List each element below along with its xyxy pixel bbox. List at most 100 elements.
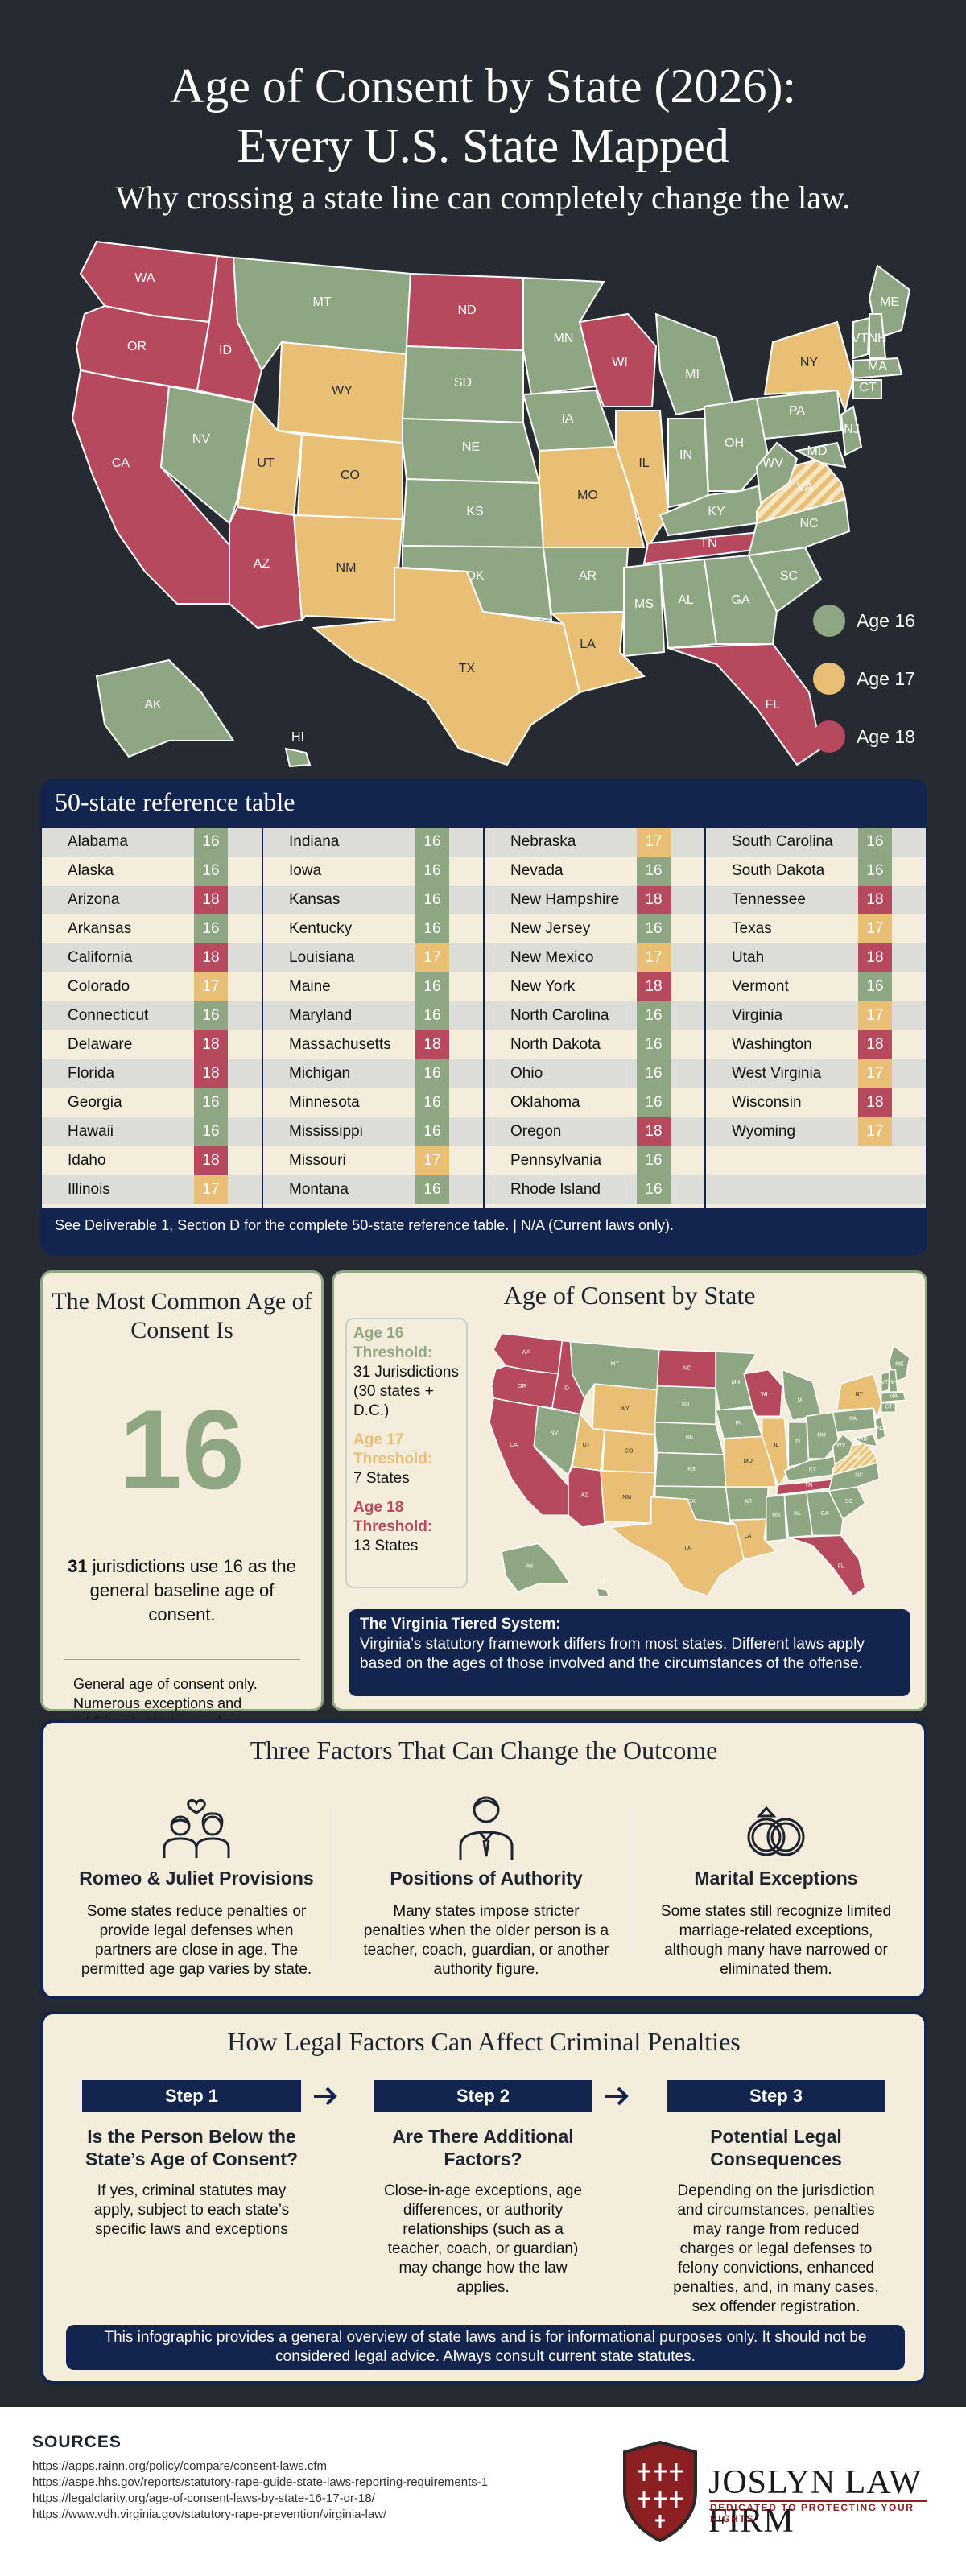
state-name: Tennessee xyxy=(732,891,806,908)
state-hi xyxy=(284,747,312,768)
step-1: Step 1 Is the Person Below the State’s A… xyxy=(82,2080,301,2240)
state-nv xyxy=(159,385,255,525)
state-nj xyxy=(874,1415,886,1442)
state-age-badge: 16 xyxy=(194,1117,228,1146)
table-row: Alabama 16 xyxy=(42,828,262,857)
state-age-badge: 16 xyxy=(415,828,449,857)
shield-icon xyxy=(623,2440,697,2543)
step-3-label: Step 3 xyxy=(667,2080,886,2112)
state-label: GA xyxy=(820,1511,828,1517)
table-row: Missouri 17 xyxy=(263,1146,483,1175)
footer: SOURCES https://apps.rainn.org/policy/co… xyxy=(0,2407,966,2576)
state-label: CT xyxy=(859,381,877,394)
state-name: Virginia xyxy=(732,1007,783,1024)
state-label: CT xyxy=(885,1405,893,1410)
state-wv xyxy=(755,441,799,505)
state-age-badge: 17 xyxy=(858,914,892,943)
state-label: LA xyxy=(580,638,596,651)
state-age-badge: 16 xyxy=(637,1030,671,1059)
source-link[interactable]: https://aspe.hhs.gov/reports/statutory-r… xyxy=(32,2475,489,2489)
state-ut xyxy=(572,1413,605,1472)
common-age-desc: 31 jurisdictions use 16 as the general b… xyxy=(68,1556,296,1624)
state-label: AR xyxy=(579,569,597,583)
state-age-badge: 16 xyxy=(637,1175,671,1204)
state-age-badge: 16 xyxy=(415,1175,449,1204)
table-row: Florida 18 xyxy=(42,1059,262,1088)
state-label: FL xyxy=(766,698,781,712)
state-nj xyxy=(840,405,863,456)
state-age-badge: 17 xyxy=(415,1146,449,1175)
state-label: AL xyxy=(678,593,694,607)
state-age-badge: 16 xyxy=(637,1146,671,1175)
state-label: NE xyxy=(462,440,480,454)
state-age-badge: 17 xyxy=(194,972,228,1001)
table-row: Vermont 16 xyxy=(706,972,926,1001)
state-age-badge: 16 xyxy=(415,857,449,886)
state-name: New Hampshire xyxy=(510,891,620,908)
state-name: Kansas xyxy=(289,891,341,908)
table-row: Delaware 18 xyxy=(42,1030,262,1059)
state-label: IA xyxy=(561,412,573,426)
state-ca xyxy=(71,369,247,605)
state-name: North Dakota xyxy=(510,1036,601,1053)
table-row: Montana 16 xyxy=(263,1175,483,1204)
step-3-desc: Depending on the jurisdiction and circum… xyxy=(673,2182,879,2315)
state-label: PA xyxy=(789,404,805,418)
state-label: IN xyxy=(795,1439,800,1444)
table-row: New Hampshire 18 xyxy=(485,886,704,914)
state-age-badge: 16 xyxy=(637,1001,671,1030)
threshold-17-title: Age 17 Threshold: xyxy=(353,1431,433,1468)
table-row: Hawaii 16 xyxy=(42,1117,262,1146)
state-label: WI xyxy=(612,356,628,369)
state-label: KY xyxy=(708,505,725,518)
state-ca xyxy=(489,1397,577,1516)
state-name: Oklahoma xyxy=(510,1094,580,1111)
table-row: Texas 17 xyxy=(706,914,926,943)
source-link[interactable]: https://legalclarity.org/age-of-consent-… xyxy=(32,2491,375,2505)
table-row: South Carolina 16 xyxy=(706,828,926,857)
state-label: WY xyxy=(332,384,353,398)
state-label: MD xyxy=(859,1436,868,1442)
step-3: Step 3 Potential Legal Consequences Depe… xyxy=(667,2080,886,2317)
state-vt xyxy=(852,316,871,360)
state-age-badge: 16 xyxy=(637,857,671,886)
state-name: New Jersey xyxy=(510,920,591,937)
state-name: Washington xyxy=(732,1036,812,1053)
source-link[interactable]: https://apps.rainn.org/policy/compare/co… xyxy=(32,2459,327,2473)
step-1-question: Is the Person Below the State’s Age of C… xyxy=(85,2126,299,2169)
state-age-badge xyxy=(858,1146,892,1175)
state-name: Oregon xyxy=(510,1123,562,1140)
state-age-badge: 16 xyxy=(637,1059,671,1088)
state-label: MT xyxy=(312,295,331,309)
state-age-badge: 16 xyxy=(637,1088,671,1117)
state-mi xyxy=(782,1368,822,1422)
state-age-badge: 18 xyxy=(194,1030,228,1059)
table-row: North Carolina 16 xyxy=(485,1001,704,1030)
state-label: KS xyxy=(687,1467,696,1472)
common-age-panel: The Most Common Age of Consent Is 16 31 … xyxy=(40,1270,324,1731)
table-row: Idaho 18 xyxy=(42,1146,262,1175)
step-3-question: Potential Legal Consequences xyxy=(710,2126,842,2169)
state-age-badge: 16 xyxy=(415,1117,449,1146)
legend-item-18: Age 18 xyxy=(813,708,915,766)
state-label: MT xyxy=(611,1362,620,1368)
divider xyxy=(64,1659,300,1660)
state-label: AZ xyxy=(580,1493,588,1499)
table-row: Louisiana 17 xyxy=(263,943,483,972)
state-label: NM xyxy=(336,561,357,575)
state-label: ND xyxy=(457,303,476,317)
factor-authority: Positions of Authority Many states impos… xyxy=(349,1787,623,1979)
table-row: Utah 18 xyxy=(706,943,926,972)
step-1-label: Step 1 xyxy=(82,2080,301,2112)
state-label: SD xyxy=(682,1402,690,1408)
state-label: NH xyxy=(868,332,886,345)
state-label: IL xyxy=(774,1443,778,1448)
state-ut xyxy=(236,400,303,517)
source-link[interactable]: https://www.vdh.virginia.gov/statutory-r… xyxy=(32,2508,387,2521)
state-ga xyxy=(703,554,778,645)
legend-dot-17 xyxy=(813,663,845,695)
map-legend: Age 16 Age 17 Age 18 xyxy=(813,592,915,766)
threshold-list: Age 16 Threshold: 31 Jurisdictions (30 s… xyxy=(345,1318,468,1588)
state-wi xyxy=(743,1368,783,1418)
state-label: NY xyxy=(800,356,819,369)
